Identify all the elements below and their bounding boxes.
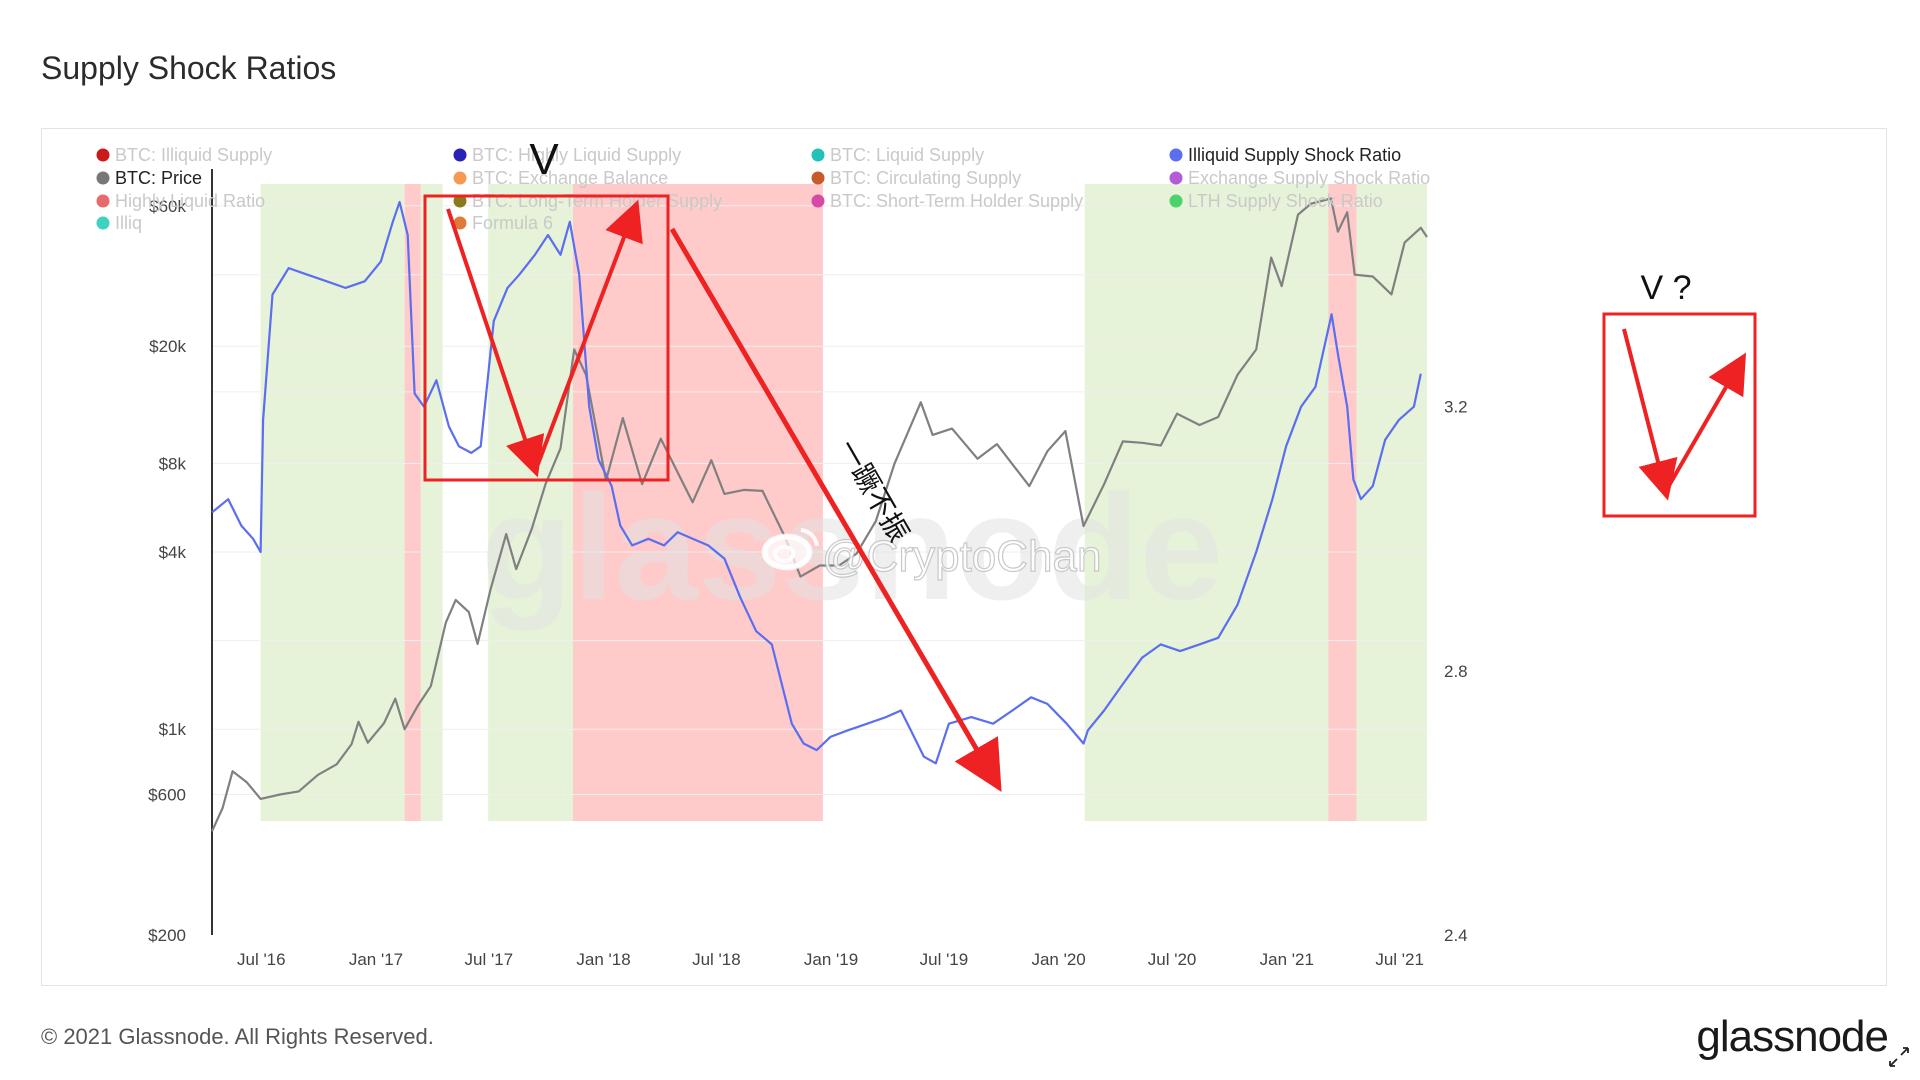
legend-item[interactable]: BTC: Short-Term Holder Supply [811, 191, 1084, 211]
x-tick-label: Jul '20 [1148, 950, 1197, 969]
glassnode-watermark: glassnode [481, 463, 1223, 631]
legend-item[interactable]: Formula 6 [453, 213, 554, 233]
v-highlight-box-2021 [1602, 312, 1757, 518]
arrow-down-2017 [446, 208, 545, 478]
v-question-label-2021: V ? [1640, 269, 1691, 307]
x-tick-label: Jul '21 [1375, 950, 1424, 969]
weibo-handle: @CryptoChan [822, 532, 1101, 581]
legend-item[interactable]: LTH Supply Shock Ratio [1169, 191, 1383, 211]
series-line-btc-price [210, 197, 1428, 832]
legend-item[interactable]: BTC: Illiquid Supply [96, 145, 273, 165]
y-left-tick-label: $8k [159, 454, 187, 473]
v-highlight-box-2017 [423, 194, 670, 482]
y-left-tick-label: $1k [159, 720, 187, 739]
x-tick-label: Jan '21 [1260, 950, 1314, 969]
legend-dot-icon [96, 216, 110, 230]
legend-dot-icon [1169, 194, 1183, 208]
x-tick-label: Jul '16 [237, 950, 286, 969]
band-red-6 [1328, 184, 1357, 821]
legend-dot-icon [96, 148, 110, 162]
right-axis-ticks: 2.4 2.8 3.2 [1444, 398, 1468, 945]
x-tick-label: Jul '18 [692, 950, 741, 969]
band-green-3 [488, 184, 573, 821]
legend-item[interactable]: Exchange Supply Shock Ratio [1169, 168, 1431, 188]
legend-label: BTC: Exchange Balance [472, 168, 668, 188]
legend-dot-icon [1169, 148, 1183, 162]
x-tick-label: Jul '17 [465, 950, 514, 969]
v-label-2017: V [529, 135, 559, 184]
chart-panel: glassnode Jul '16 Jan '17 Jul '17 Jan '18 Ju… [41, 128, 1887, 986]
legend-item[interactable]: BTC: Long-Term Holder Supply [453, 191, 723, 211]
legend-item[interactable]: Illiquid Supply Shock Ratio [1169, 145, 1402, 165]
band-green-0 [260, 184, 405, 821]
watermark-layer: glassnode [481, 463, 1223, 631]
legend-dot-icon [96, 171, 110, 185]
x-tick-label: Jan '19 [804, 950, 858, 969]
legend-label: BTC: Long-Term Holder Supply [472, 191, 722, 211]
legend-item[interactable]: BTC: Price [96, 168, 203, 188]
copyright-text: © 2021 Glassnode. All Rights Reserved. [41, 1024, 434, 1049]
x-axis-ticks: Jul '16 Jan '17 Jul '17 Jan '18 Jul '18 Jan '… [237, 950, 1424, 969]
legend-dot-icon [453, 216, 467, 230]
legend-dot-icon [453, 171, 467, 185]
legend-label: Illiq [115, 213, 142, 233]
weibo-watermark: @CryptoChan [761, 528, 1102, 582]
legend-item[interactable]: Illiq [96, 213, 143, 233]
y-left-tick-label: $60k [149, 197, 186, 216]
legend-label: Formula 6 [472, 213, 553, 233]
legend-item[interactable]: Highly Liquid Ratio [96, 191, 266, 211]
arrow-up-2017 [536, 199, 643, 465]
legend-label: BTC: Illiquid Supply [115, 145, 272, 165]
glassnode-logo: glassnode [1696, 1012, 1889, 1061]
y-left-tick-label: $200 [148, 926, 186, 945]
expand-icon[interactable] [1886, 1044, 1912, 1070]
band-green-5 [1084, 184, 1329, 821]
legend-label: BTC: Highly Liquid Supply [472, 145, 681, 165]
y-right-tick-label: 3.2 [1444, 398, 1468, 417]
x-tick-label: Jan '17 [349, 950, 403, 969]
band-green-7 [1356, 184, 1427, 821]
arrow-long-decline [669, 227, 1002, 792]
legend-label: BTC: Liquid Supply [830, 145, 984, 165]
chart-svg: glassnode Jul '16 Jan '17 Jul '17 Jan '18 Ju… [96, 135, 1757, 969]
page-title: Supply Shock Ratios [41, 50, 337, 86]
x-tick-label: Jul '19 [920, 950, 969, 969]
arrow-down-2021 [1622, 328, 1678, 501]
legend-dot-icon [453, 194, 467, 208]
y-left-tick-label: $600 [148, 786, 186, 805]
y-left-tick-label: $20k [149, 337, 186, 356]
legend-dot-icon [811, 194, 825, 208]
legend-label: Illiquid Supply Shock Ratio [1188, 145, 1401, 165]
legend-item[interactable]: BTC: Highly Liquid Supply [453, 145, 682, 165]
legend-dot-icon [811, 171, 825, 185]
legend-label: BTC: Price [115, 168, 202, 188]
legend-item[interactable]: BTC: Liquid Supply [811, 145, 985, 165]
weibo-icon [761, 528, 819, 571]
x-tick-label: Jan '18 [576, 950, 630, 969]
series-line-illiquid-supply-shock-ratio [211, 200, 1422, 765]
left-axis-ticks: $200 $600 $1k $4k $8k $20k $60k [148, 197, 186, 945]
legend-label: Highly Liquid Ratio [115, 191, 265, 211]
legend-label: BTC: Short-Term Holder Supply [830, 191, 1083, 211]
legend-item[interactable]: BTC: Exchange Balance [453, 168, 669, 188]
legend-label: BTC: Circulating Supply [830, 168, 1021, 188]
x-tick-label: Jan '20 [1031, 950, 1085, 969]
legend-label: Exchange Supply Shock Ratio [1188, 168, 1430, 188]
legend-label: LTH Supply Shock Ratio [1188, 191, 1383, 211]
y-left-tick-label: $4k [159, 543, 187, 562]
legend-item[interactable]: BTC: Circulating Supply [811, 168, 1022, 188]
y-right-tick-label: 2.4 [1444, 926, 1468, 945]
legend-dot-icon [453, 148, 467, 162]
y-right-tick-label: 2.8 [1444, 662, 1468, 681]
grid-lines [212, 205, 1427, 796]
band-red-1 [404, 184, 421, 821]
legend-dot-icon [96, 194, 110, 208]
arrow-up-2021 [1665, 352, 1747, 491]
legend-dot-icon [1169, 171, 1183, 185]
series-layer [210, 197, 1428, 832]
legend-dot-icon [811, 148, 825, 162]
